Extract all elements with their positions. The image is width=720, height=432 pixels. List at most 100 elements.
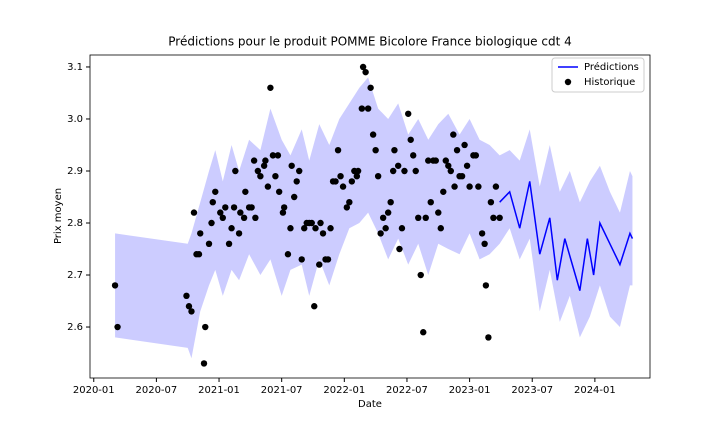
history-point xyxy=(262,157,269,164)
legend-dot xyxy=(564,78,572,86)
history-point xyxy=(346,198,353,206)
history-point xyxy=(420,329,427,336)
history-point xyxy=(384,209,392,216)
y-tick-label: 3.0 xyxy=(67,114,83,125)
x-tick-label: 2020-01 xyxy=(73,385,115,396)
history-point xyxy=(301,225,308,232)
history-point xyxy=(291,193,298,201)
history-point xyxy=(264,183,272,190)
history-point xyxy=(348,178,356,185)
history-point xyxy=(312,225,319,232)
y-axis-label: Prix moyen xyxy=(53,188,64,244)
history-point xyxy=(250,157,258,164)
history-point xyxy=(209,198,216,206)
chart-title: Prédictions pour le produit POMME Bicolo… xyxy=(168,35,572,49)
history-point xyxy=(440,188,447,195)
history-point xyxy=(472,152,480,159)
history-point xyxy=(487,198,495,206)
x-tick-label: 2020-07 xyxy=(135,385,177,396)
history-point xyxy=(435,209,442,216)
history-point xyxy=(280,204,288,211)
history-point xyxy=(482,282,490,289)
history-point xyxy=(279,209,287,216)
history-point xyxy=(394,162,402,169)
plot-frame xyxy=(89,54,651,379)
history-point xyxy=(222,204,229,211)
history-point xyxy=(422,214,429,222)
history-point xyxy=(287,225,294,232)
y-tick-label: 3.1 xyxy=(67,62,83,73)
history-point xyxy=(308,219,315,227)
history-point xyxy=(432,157,439,164)
legend-label: Historique xyxy=(584,77,635,88)
history-point xyxy=(202,323,209,331)
x-tick-label: 2023-07 xyxy=(511,385,553,396)
history-point xyxy=(188,308,195,315)
history-point xyxy=(275,188,283,195)
history-point xyxy=(327,225,334,232)
x-tick-label: 2021-07 xyxy=(261,385,303,396)
prediction-line xyxy=(499,181,634,291)
history-point xyxy=(232,167,239,175)
history-point xyxy=(405,110,412,117)
history-point xyxy=(442,157,449,164)
history-point xyxy=(274,152,282,159)
history-point xyxy=(343,204,351,211)
y-tick-label: 2.9 xyxy=(67,166,83,177)
history-point xyxy=(316,261,323,268)
x-axis-label: Date xyxy=(358,399,382,410)
history-point xyxy=(230,204,238,211)
history-point xyxy=(332,178,339,185)
history-point xyxy=(369,131,377,138)
history-point xyxy=(359,63,367,71)
history-point xyxy=(391,146,398,154)
history-point xyxy=(248,204,255,211)
history-point xyxy=(463,162,471,169)
history-point xyxy=(481,240,488,248)
history-point xyxy=(427,198,434,206)
history-point xyxy=(114,323,121,331)
history-point xyxy=(437,225,444,232)
history-point xyxy=(272,172,279,180)
history-point xyxy=(410,152,417,159)
history-point xyxy=(362,68,369,76)
history-point xyxy=(217,209,224,216)
history-point xyxy=(205,240,213,248)
y-tick-label: 2.8 xyxy=(67,218,83,229)
history-point xyxy=(445,162,452,169)
history-point xyxy=(387,198,394,206)
history-point xyxy=(461,141,468,149)
history-point xyxy=(212,188,219,195)
x-tick-label: 2021-01 xyxy=(198,385,240,396)
history-point xyxy=(415,214,422,222)
history-point xyxy=(197,230,204,237)
history-point xyxy=(367,84,374,91)
history-point xyxy=(451,183,458,190)
history-point xyxy=(190,209,198,216)
history-point xyxy=(195,251,203,258)
history-point xyxy=(185,303,193,310)
history-point xyxy=(242,188,249,195)
history-point xyxy=(319,230,327,237)
history-point xyxy=(398,225,406,232)
history-point xyxy=(267,84,274,91)
history-point xyxy=(200,360,208,367)
history-point xyxy=(337,172,344,180)
history-point xyxy=(260,162,268,169)
history-point xyxy=(111,282,119,289)
history-point xyxy=(485,334,492,341)
history-point xyxy=(458,172,466,180)
history-point xyxy=(334,146,342,154)
history-point xyxy=(252,214,259,222)
history-point xyxy=(478,230,486,237)
history-point xyxy=(228,225,235,232)
history-point xyxy=(475,183,482,190)
history-point xyxy=(364,105,372,112)
history-point xyxy=(208,219,215,227)
history-point xyxy=(453,146,461,154)
history-point xyxy=(219,214,226,222)
history-point xyxy=(354,167,362,175)
history-point xyxy=(183,292,190,300)
history-point xyxy=(257,172,264,180)
